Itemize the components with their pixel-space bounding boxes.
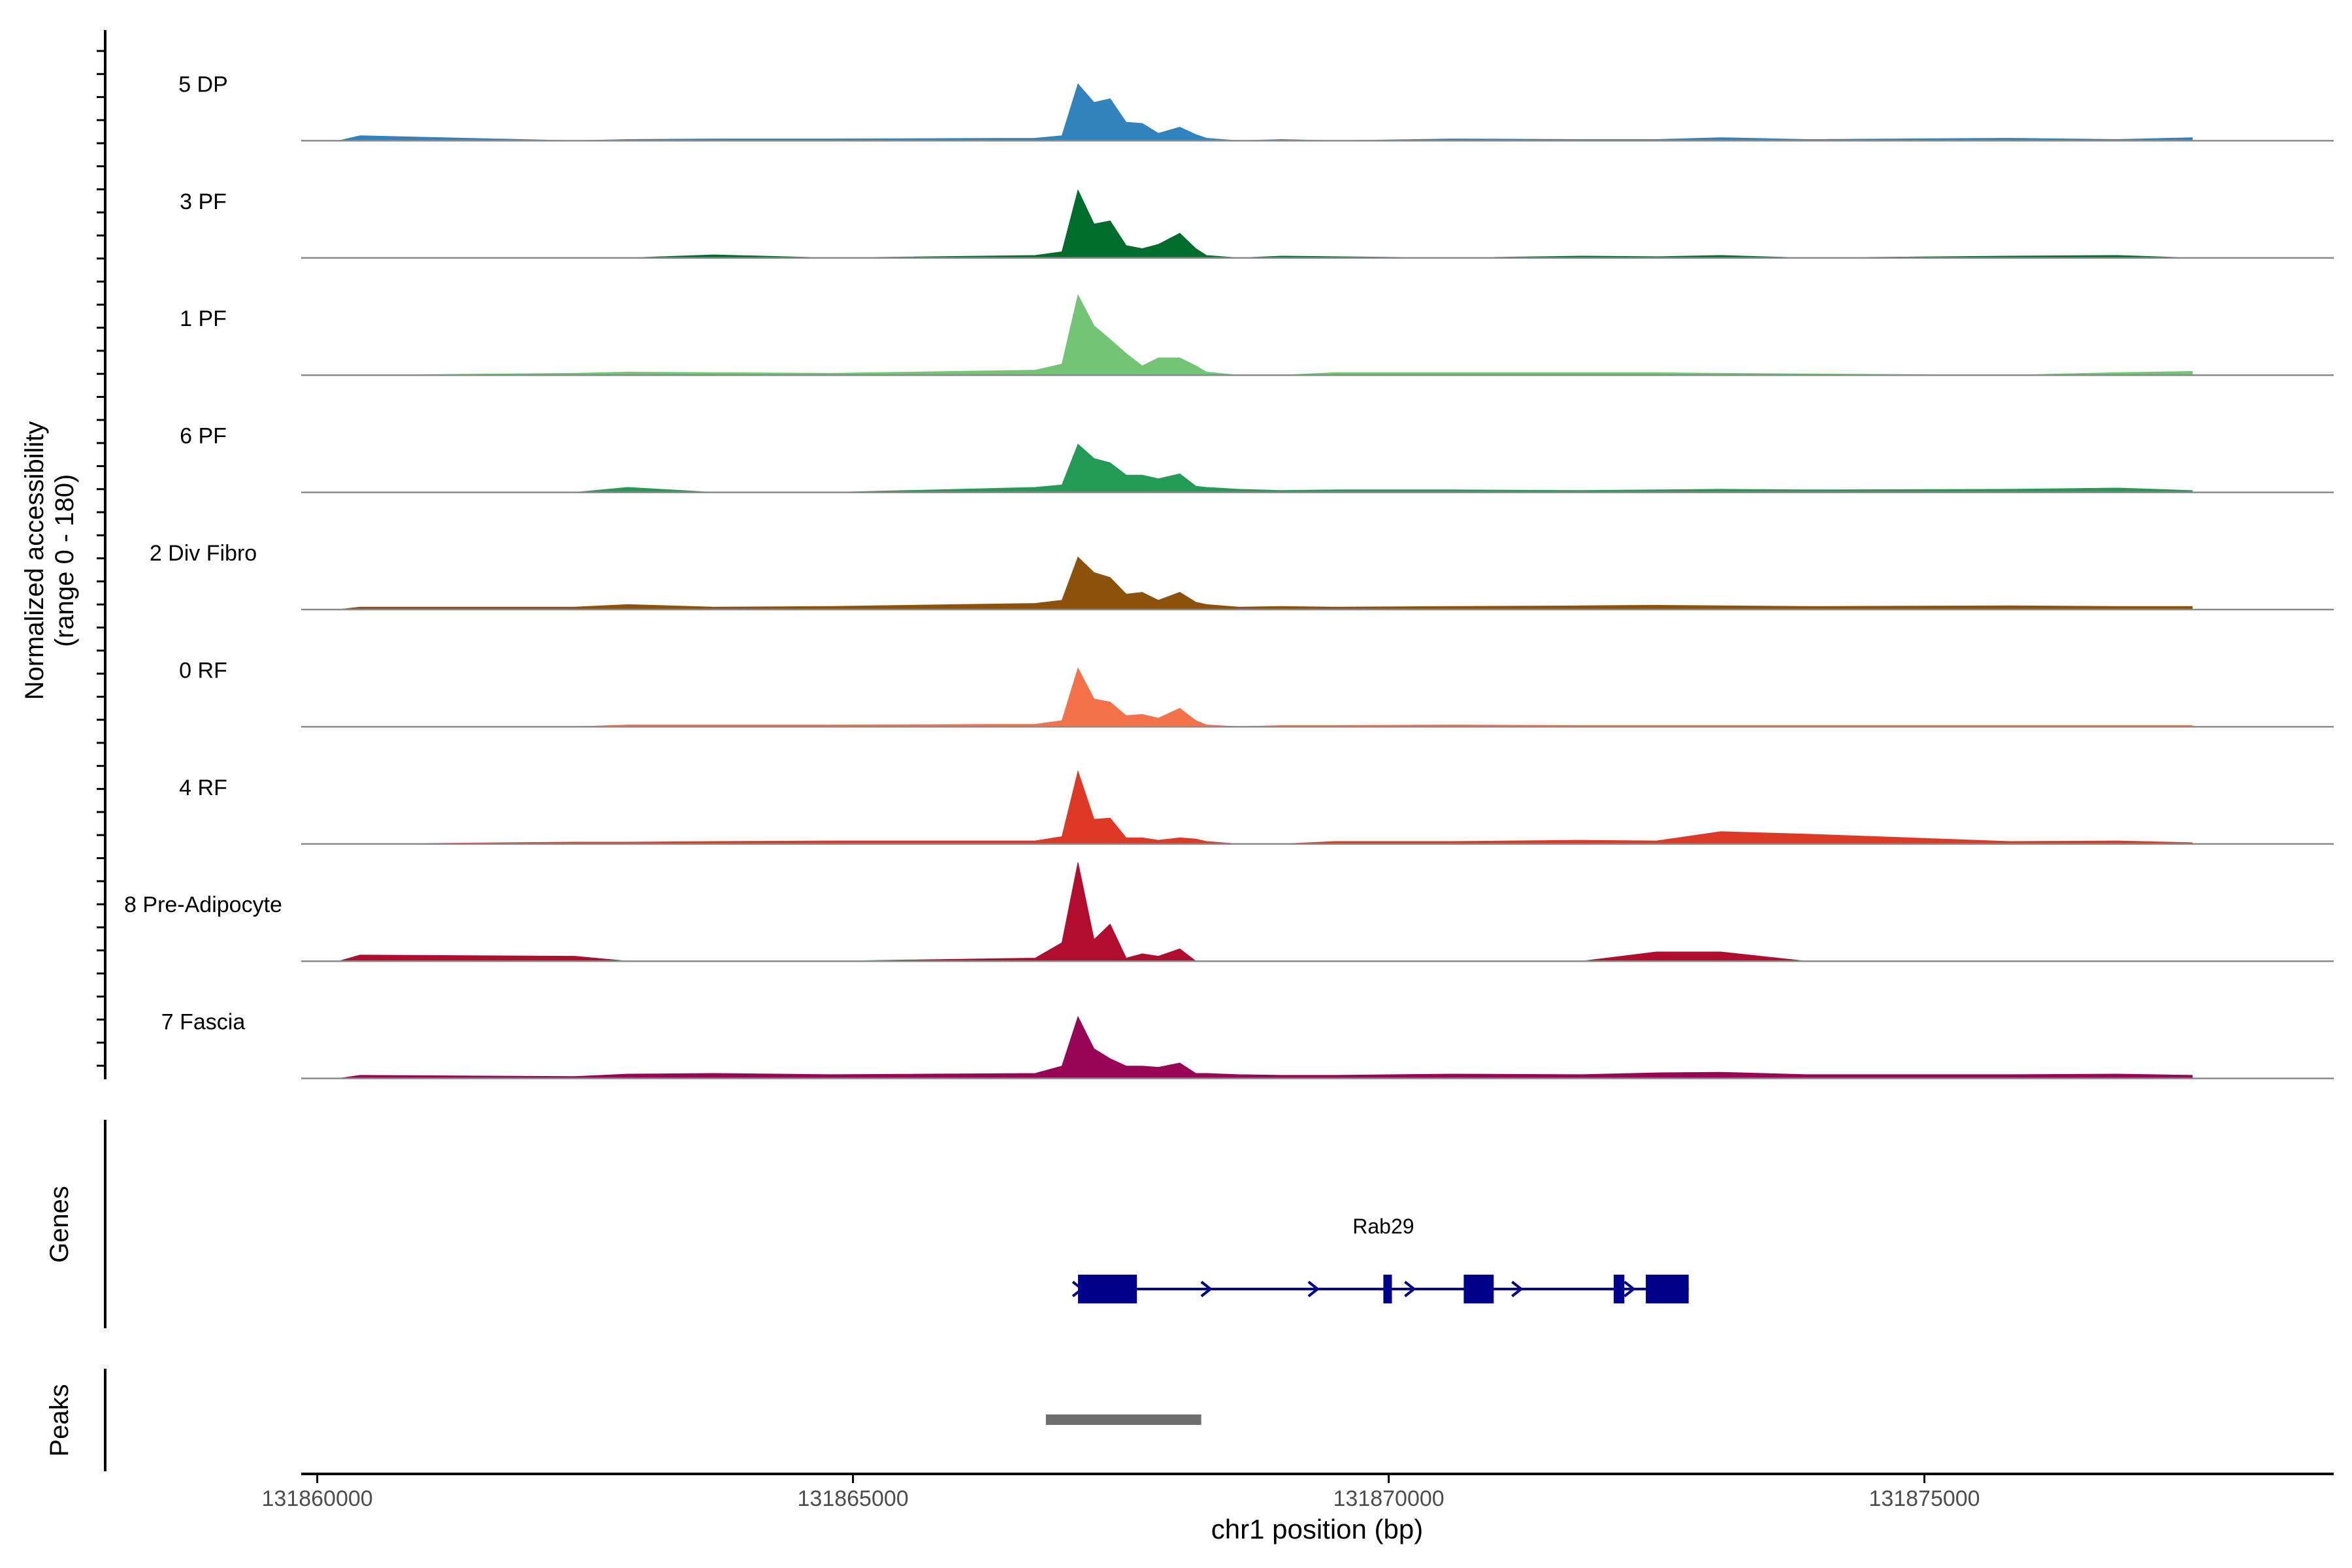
track-label-0-rf: 0 RF <box>179 658 227 683</box>
track-8-pre-adipocyte: 8 Pre-Adipocyte <box>124 862 2334 962</box>
track-4-rf: 4 RF <box>179 770 2334 845</box>
peak-bar <box>1045 1414 1201 1425</box>
coverage-area-1-pf <box>338 293 2193 376</box>
genes-track-label: Genes <box>45 1186 74 1263</box>
coverage-area-3-pf <box>338 189 2193 259</box>
strand-arrow-icon <box>1404 1281 1416 1298</box>
track-label-2-div-fibro: 2 Div Fibro <box>150 541 257 566</box>
y-axis <box>97 30 106 1079</box>
track-5-dp: 5 DP <box>178 72 2334 142</box>
track-7-fascia: 7 Fascia <box>161 1010 2334 1079</box>
coverage-area-8-pre-adipocyte <box>338 862 2193 962</box>
gene-exon <box>1463 1275 1494 1303</box>
track-label-6-pf: 6 PF <box>180 424 227 449</box>
track-label-7-fascia: 7 Fascia <box>161 1010 246 1035</box>
track-6-pf: 6 PF <box>180 424 2334 493</box>
coverage-area-4-rf <box>338 770 2193 845</box>
track-label-3-pf: 3 PF <box>180 189 227 214</box>
coverage-area-0-rf <box>338 667 2193 727</box>
coverage-area-2-div-fibro <box>338 556 2193 610</box>
track-1-pf: 1 PF <box>180 293 2334 376</box>
strand-arrow-icon <box>1511 1281 1524 1298</box>
track-label-4-rf: 4 RF <box>179 776 227 800</box>
x-tick-label: 131875000 <box>1869 1486 1980 1511</box>
coverage-area-5-dp <box>338 83 2193 141</box>
strand-arrow-icon <box>1624 1281 1636 1298</box>
gene-track <box>1071 1275 1689 1303</box>
track-label-1-pf: 1 PF <box>180 306 227 331</box>
y-axis-label-line2: (range 0 - 180) <box>50 474 79 647</box>
strand-arrow-icon <box>1307 1281 1320 1298</box>
track-2-div-fibro: 2 Div Fibro <box>150 541 2334 611</box>
x-tick-label: 131865000 <box>798 1486 909 1511</box>
strand-arrow-icon <box>1071 1281 1085 1298</box>
track-label-8-pre-adipocyte: 8 Pre-Adipocyte <box>124 892 282 917</box>
peaks-track-label: Peaks <box>45 1384 74 1456</box>
strand-arrow-icon <box>1200 1281 1213 1298</box>
gene-exon <box>1646 1275 1689 1303</box>
gene-exon <box>1078 1275 1137 1303</box>
coverage-area-7-fascia <box>338 1015 2193 1079</box>
x-axis-label: chr1 position (bp) <box>1211 1514 1424 1544</box>
gene-label-rab29: Rab29 <box>1352 1215 1414 1238</box>
coverage-tracks: 5 DP 3 PF 1 PF 6 PF 2 Div Fibro 0 RF 4 RF 8 Pre… <box>124 72 2334 1079</box>
y-axis-label-line1: Normalized accessibility <box>20 421 49 700</box>
peak-track <box>1045 1414 1201 1425</box>
gene-exon <box>1383 1275 1392 1303</box>
x-axis: 131860000 131865000 131870000 131875000 <box>262 1473 2334 1511</box>
coverage-area-6-pf <box>338 444 2193 493</box>
gene-exon <box>1613 1275 1625 1303</box>
track-3-pf: 3 PF <box>180 189 2334 259</box>
x-tick-label: 131870000 <box>1333 1486 1445 1511</box>
track-label-5-dp: 5 DP <box>178 72 228 97</box>
track-0-rf: 0 RF <box>179 658 2334 728</box>
x-tick-label: 131860000 <box>262 1486 373 1511</box>
